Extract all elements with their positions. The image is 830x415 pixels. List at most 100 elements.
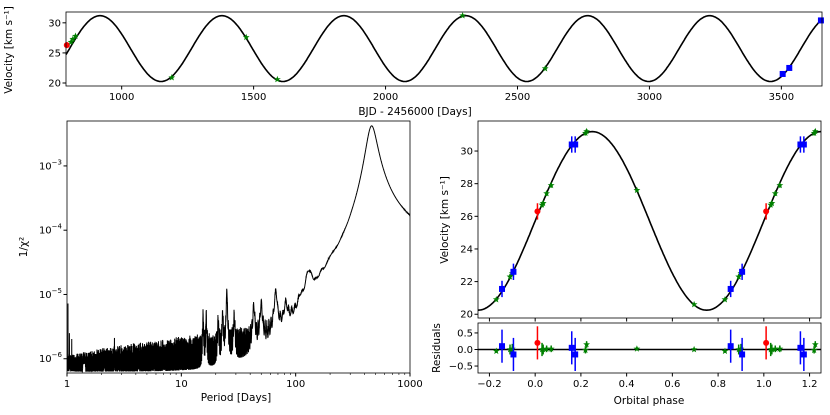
x-tick-label: 0.4 [619,379,635,390]
x-axis-label: BJD - 2456000 [Days] [358,106,471,118]
data-point [539,199,547,207]
x-tick-label: 3500 [769,92,794,103]
residual-point [727,343,734,350]
data-point [499,285,506,292]
residuals-panel [478,326,821,372]
y-tick-label: 30 [48,18,61,29]
y-tick-label: 22 [460,277,473,288]
residual-point [721,347,729,355]
data-point [690,300,698,308]
y-tick-label: 10−5 [39,287,62,301]
residual-point [583,340,590,348]
residual-point [534,339,541,346]
residual-point [776,345,784,352]
data-point [242,33,250,41]
y-tick-label: 28 [460,179,473,190]
residuals-axes [477,322,822,374]
tick-exponent: −3 [52,158,62,166]
x-tick-label: 10 [175,379,188,390]
residual-point [510,351,517,358]
tick-base: 10 [39,290,52,301]
tick-base: 10 [39,354,52,365]
x-tick-label: −0.2 [477,379,501,390]
data-point [771,189,779,197]
data-point [72,32,79,39]
residual-point [771,345,779,352]
data-point [63,42,70,49]
residual-point [543,345,550,352]
y-tick-label: 20 [460,310,473,321]
data-point [541,65,549,72]
data-point [721,296,729,303]
residual-point [492,347,500,355]
time-series-panel [63,12,824,83]
data-point [727,285,734,292]
tick-exponent: −5 [52,287,62,295]
tick-base: 10 [39,226,52,237]
data-point [633,186,641,194]
data-point [459,12,466,19]
y-axis-label: Velocity [km s⁻¹] [3,6,15,94]
data-point [583,127,590,135]
y-tick-label: 10−4 [39,223,63,237]
data-point [800,141,807,148]
residual-point [499,343,506,350]
residual-point [547,345,555,352]
x-tick-label: 1500 [241,92,266,103]
x-axis-label: Orbital phase [614,395,685,407]
data-point [69,35,77,42]
residuals-axis-label: Residuals [431,323,443,373]
data-point [768,199,776,207]
y-axis-label: Velocity [km s⁻¹] [439,176,451,264]
periodogram-panel [67,125,410,373]
time-series-axes [65,11,823,87]
residual-point [572,351,579,358]
residual-point [508,345,516,352]
x-tick-label: 2000 [373,92,398,103]
periodogram-axes [66,120,411,374]
residual-point [797,344,804,351]
phased-rv-axes [477,120,822,319]
residual-point [737,345,745,352]
y-tick-label: 10−3 [39,158,62,172]
data-point [735,273,743,280]
x-tick-label: 0.8 [710,379,726,390]
y-tick-label: 24 [460,244,473,255]
residual-point [739,351,746,358]
x-tick-label: 2500 [505,92,530,103]
x-tick-label: 100 [286,379,305,390]
residual-point [763,339,770,346]
data-point [568,141,575,148]
model-curve [65,14,823,83]
data-point [817,17,824,24]
residual-point [690,345,698,353]
residual-point [582,346,589,354]
y-tick-label: −0.5 [449,362,473,373]
x-tick-label: 0.6 [664,379,680,390]
data-point [534,208,541,215]
residual-point [735,345,743,353]
data-point [797,141,804,148]
x-tick-label: 3000 [637,92,662,103]
y-tick-label: 20 [48,78,61,89]
data-point [739,268,746,275]
y-axis-label: 1/χ² [18,237,30,258]
data-point [811,127,819,135]
data-point [510,268,517,275]
data-point [547,181,555,189]
residual-point [633,345,641,352]
x-tick-label: 1.2 [802,379,818,390]
x-tick-label: 0.0 [527,379,543,390]
data-point [273,75,281,83]
residual-point [811,340,819,348]
x-tick-label: 0.2 [573,379,589,390]
y-tick-label: 30 [460,147,473,158]
residual-point [506,345,514,353]
x-tick-label: 1.0 [756,379,772,390]
residual-point [810,346,818,354]
y-tick-label: 0.5 [457,328,473,339]
tick-base: 10 [39,161,52,172]
tick-exponent: −6 [52,351,63,359]
residual-point [539,345,547,353]
